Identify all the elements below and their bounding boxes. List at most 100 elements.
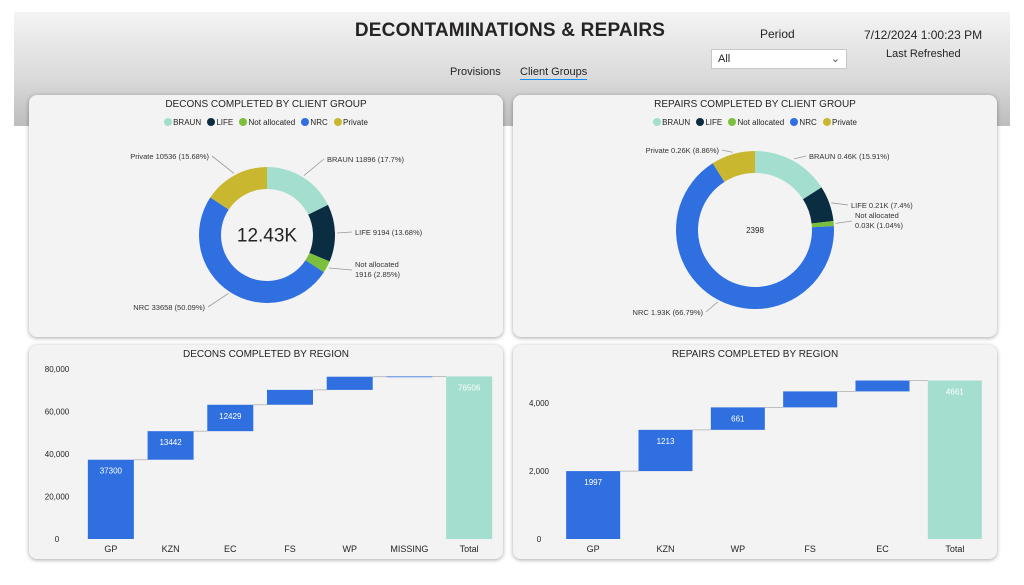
leader-line (835, 220, 853, 224)
legend-item-not-allocated[interactable]: Not allocated (239, 118, 295, 127)
donut-slice-nrc (199, 197, 324, 303)
legend-dot (301, 118, 310, 126)
legend-label: NRC (799, 118, 817, 127)
decons-by-region-card: DECONS COMPLETED BY REGION 0 20,000 40,000… (29, 345, 503, 559)
legend-label: NRC (310, 118, 328, 127)
last-refreshed-label: Last Refreshed (886, 48, 961, 60)
legend-item-braun[interactable]: BRAUN (164, 118, 201, 127)
donut-slice-life (802, 187, 834, 224)
legend-dot (164, 118, 173, 126)
chart-title: DECONS COMPLETED BY REGION (183, 349, 349, 360)
data-label-life: LIFE 9194 (13.68%) (355, 228, 423, 237)
leader-line (831, 202, 849, 206)
legend-label: LIFE (216, 118, 234, 127)
decons-donut-chart: BRAUN 11896 (17.7%) LIFE 9194 (13.68%) Not… (130, 152, 423, 312)
legend-dot (653, 118, 662, 126)
bar-gp (87, 459, 134, 539)
leader-line (721, 149, 733, 153)
page-title: DECONTAMINATIONS & REPAIRS (354, 20, 666, 41)
y-tick-label: 4,000 (529, 399, 550, 408)
y-tick-label: 40,000 (45, 450, 70, 459)
legend-item-braun[interactable]: BRAUN (653, 118, 690, 127)
legend-item-life[interactable]: LIFE (696, 118, 722, 127)
bar-ec (855, 380, 910, 392)
x-tick-label: Total (460, 544, 479, 554)
x-tick-label: WP (342, 544, 357, 554)
bar-gp (566, 471, 621, 539)
legend-item-private[interactable]: Private (823, 118, 857, 127)
repairs-by-region-card: REPAIRS COMPLETED BY REGION 0 2,000 4,000 1… (513, 345, 997, 559)
x-tick-label: EC (876, 544, 889, 554)
period-dropdown[interactable]: All ⌄ (711, 49, 847, 69)
legend-item-nrc[interactable]: NRC (790, 118, 817, 127)
y-tick-label: 2,000 (529, 467, 550, 476)
x-tick-label: Total (945, 544, 964, 554)
nav-client-groups[interactable]: Client Groups (520, 66, 588, 80)
x-tick-label: EC (224, 544, 237, 554)
donut-center-label: 12.43K (237, 226, 298, 247)
bar-fs (783, 391, 838, 408)
data-label-gp: 37300 (100, 467, 123, 476)
legend-label: Private (832, 118, 857, 127)
bar-fs (267, 389, 313, 405)
legend-item-private[interactable]: Private (334, 118, 368, 127)
leader-line (705, 301, 718, 313)
bar-ec (207, 404, 254, 432)
data-label-gp: 1997 (584, 478, 602, 487)
leader-line (328, 267, 353, 271)
donut-slice-braun (755, 151, 822, 200)
legend-dot (334, 118, 342, 126)
nav-provisions[interactable]: Provisions (450, 66, 501, 78)
x-tick-label: FS (804, 544, 816, 554)
legend-dot (790, 118, 799, 126)
data-label-not-allocated: Not allocated 0.03K (1.04%) (855, 211, 903, 230)
x-tick-label: KZN (162, 544, 180, 554)
bar-missing (386, 376, 433, 378)
donut-center-label: 2398 (746, 226, 764, 235)
legend-label: Private (343, 118, 368, 127)
bar-kzn (638, 429, 693, 472)
data-label-wp: 661 (731, 414, 745, 423)
bar-wp (710, 407, 765, 430)
data-label-life: LIFE 0.21K (7.4%) (851, 201, 913, 210)
y-tick-label: 60,000 (45, 408, 70, 417)
y-tick-label: 0 (55, 535, 60, 544)
bar-kzn (147, 431, 194, 460)
x-tick-label: KZN (657, 544, 675, 554)
data-label-kzn: 1213 (657, 437, 675, 446)
legend-label: LIFE (705, 118, 723, 127)
leader-line (303, 158, 325, 176)
y-tick-label: 80,000 (45, 365, 70, 374)
legend-dot (239, 118, 248, 126)
period-label: Period (760, 27, 795, 41)
leader-line (207, 293, 229, 308)
legend-label: Not allocated (737, 118, 785, 127)
bar-wp (326, 376, 373, 390)
bar-total (927, 380, 982, 539)
x-tick-label: GP (587, 544, 600, 554)
legend-label: Not allocated (248, 118, 296, 127)
donut-slice-braun (267, 167, 328, 215)
decons-by-client-group-card: DECONS COMPLETED BY CLIENT GROUP BRAUN L… (29, 95, 503, 337)
decons-waterfall-chart: 0 20,000 40,000 60,000 80,000 37300 GP 13442 KZN… (45, 365, 493, 554)
data-label-nrc: NRC 1.93K (66.79%) (633, 308, 704, 317)
legend: BRAUN LIFE Not allocated NRC Private (29, 118, 503, 127)
chart-title: DECONS COMPLETED BY CLIENT GROUP (165, 99, 367, 110)
x-tick-label: WP (731, 544, 746, 554)
donut-slice-life (308, 204, 335, 262)
data-label-private: Private 0.26K (8.86%) (646, 146, 720, 155)
y-tick-label: 20,000 (45, 493, 70, 502)
leader-line (211, 155, 235, 174)
legend-dot (207, 118, 216, 126)
donut-slice-private (210, 167, 267, 210)
legend-item-life[interactable]: LIFE (207, 118, 233, 127)
legend-item-not-allocated[interactable]: Not allocated (728, 118, 784, 127)
data-label-nrc: NRC 33658 (50.09%) (133, 303, 205, 312)
period-value: All (718, 53, 731, 65)
donut-slice-private (712, 151, 755, 182)
x-tick-label: MISSING (390, 544, 428, 554)
legend-item-nrc[interactable]: NRC (301, 118, 328, 127)
chart-title: REPAIRS COMPLETED BY REGION (671, 349, 839, 360)
legend-label: BRAUN (662, 118, 691, 127)
chevron-down-icon: ⌄ (830, 53, 840, 65)
